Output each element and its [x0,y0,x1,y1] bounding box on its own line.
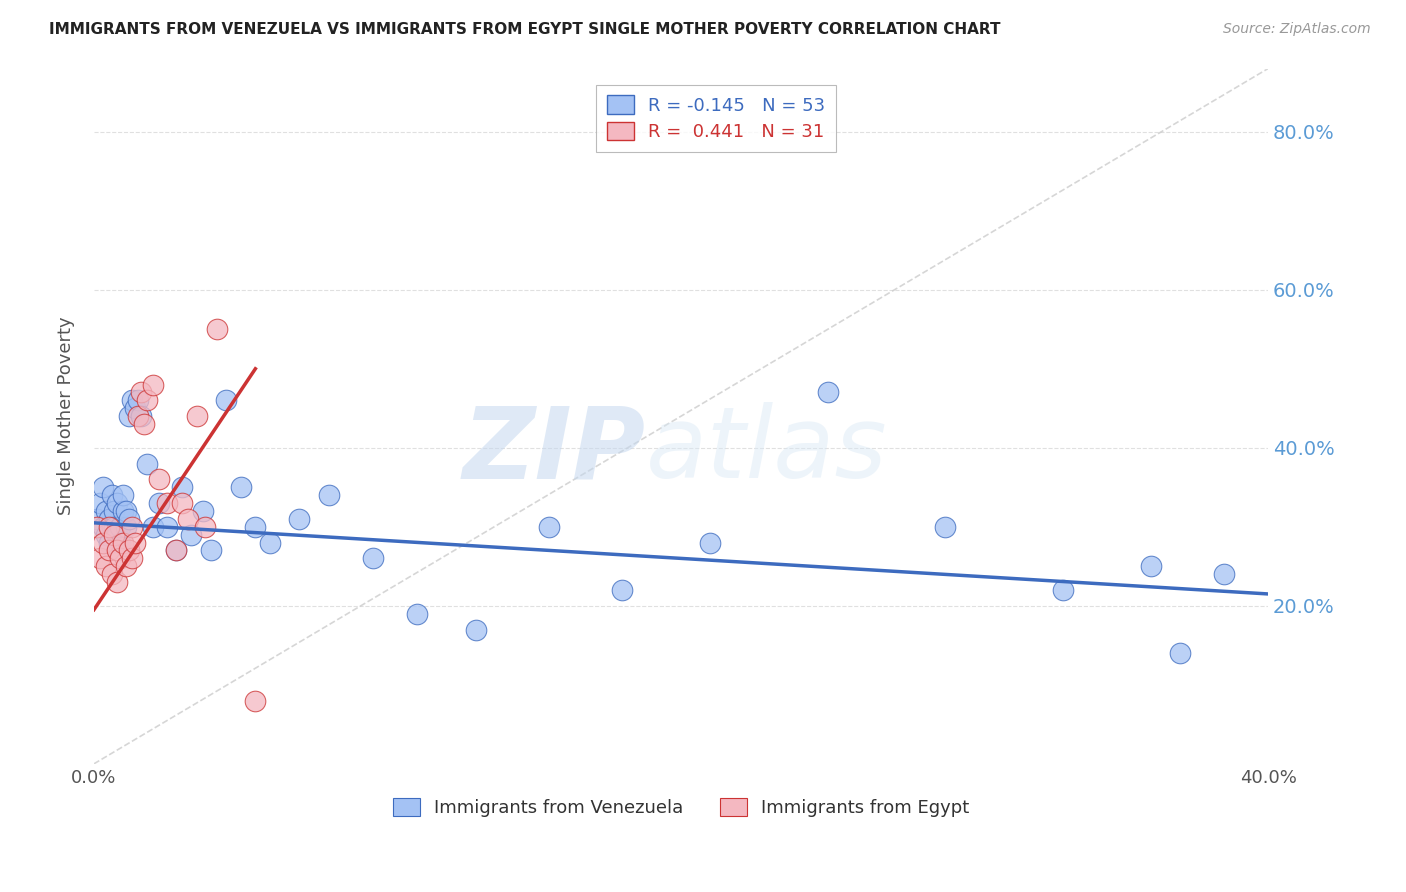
Point [94,504,117,518]
Point [132,417,155,431]
Point [245,520,267,534]
Point [135,457,157,471]
Point [177,512,200,526]
Point [86,520,108,534]
Point [110,535,132,549]
Point [142,377,165,392]
Point [1168,646,1191,660]
Point [318,488,340,502]
Point [97,543,120,558]
Point [112,504,135,518]
Point [191,504,214,518]
Point [97,535,120,549]
Point [205,322,228,336]
Point [464,623,486,637]
Point [200,543,222,558]
Point [148,496,170,510]
Point [100,567,122,582]
Point [107,575,129,590]
Point [817,385,839,400]
Point [156,520,179,534]
Point [699,535,721,549]
Point [121,393,143,408]
Point [103,527,125,541]
Point [127,393,149,408]
Point [97,512,120,526]
Point [89,496,111,510]
Point [135,393,157,408]
Point [180,527,202,541]
Point [91,480,114,494]
Point [215,393,238,408]
Point [245,693,267,707]
Point [91,520,114,534]
Point [165,543,187,558]
Point [170,480,193,494]
Point [89,551,111,566]
Text: atlas: atlas [645,402,887,500]
Point [115,559,138,574]
Point [124,401,146,416]
Point [934,520,956,534]
Point [110,520,132,534]
Point [112,488,135,502]
Point [194,520,217,534]
Point [186,409,208,424]
Point [129,409,152,424]
Point [142,520,165,534]
Point [100,520,122,534]
Point [156,496,179,510]
Point [148,472,170,486]
Point [115,504,138,518]
Point [94,559,117,574]
Text: Source: ZipAtlas.com: Source: ZipAtlas.com [1223,22,1371,37]
Point [100,488,122,502]
Point [124,535,146,549]
Point [165,543,187,558]
Point [121,551,143,566]
Point [537,520,560,534]
Point [259,535,281,549]
Point [1213,567,1236,582]
Point [94,527,117,541]
Point [1052,582,1074,597]
Point [170,496,193,510]
Point [115,520,138,534]
Point [97,520,120,534]
Text: ZIP: ZIP [463,402,645,500]
Point [612,582,634,597]
Point [112,535,135,549]
Point [86,512,108,526]
Point [91,535,114,549]
Point [103,504,125,518]
Point [107,496,129,510]
Point [121,520,143,534]
Y-axis label: Single Mother Poverty: Single Mother Poverty [58,317,75,516]
Point [1139,559,1161,574]
Point [288,512,311,526]
Point [107,543,129,558]
Point [361,551,384,566]
Point [110,551,132,566]
Legend: Immigrants from Venezuela, Immigrants from Egypt: Immigrants from Venezuela, Immigrants fr… [385,790,977,824]
Point [229,480,252,494]
Point [129,385,152,400]
Point [118,409,141,424]
Text: IMMIGRANTS FROM VENEZUELA VS IMMIGRANTS FROM EGYPT SINGLE MOTHER POVERTY CORRELA: IMMIGRANTS FROM VENEZUELA VS IMMIGRANTS … [49,22,1001,37]
Point [107,527,129,541]
Point [127,409,149,424]
Point [118,512,141,526]
Point [103,520,125,534]
Point [405,607,427,621]
Point [118,543,141,558]
